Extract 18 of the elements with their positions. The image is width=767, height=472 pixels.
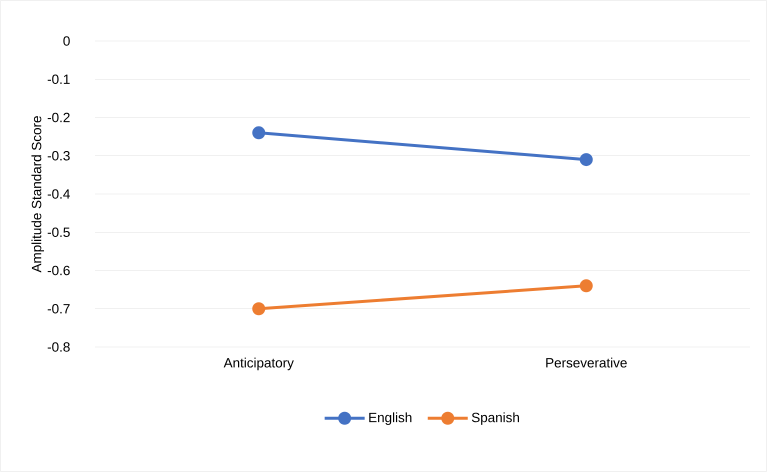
y-tick-label: 0 xyxy=(63,36,70,46)
legend-label: Spanish xyxy=(472,412,519,425)
point xyxy=(252,126,266,140)
y-tick-label: -0.5 xyxy=(48,227,70,238)
y-tick-label: -0.8 xyxy=(48,342,70,352)
point xyxy=(580,279,593,292)
y-tick-label: -0.1 xyxy=(48,74,70,84)
x-tick-label: Perseverative xyxy=(546,358,627,368)
y-tick-label: -0.3 xyxy=(48,150,70,161)
y-tick-label: -0.4 xyxy=(48,189,70,199)
y-tick-label: -0.2 xyxy=(48,112,70,122)
point xyxy=(580,153,593,166)
y-tick-label: -0.6 xyxy=(48,266,70,276)
legend-label: English xyxy=(369,412,412,425)
y-axis-title: Amplitude Standard Score xyxy=(31,116,44,272)
point xyxy=(252,302,266,316)
x-tick-label: Anticipatory xyxy=(224,358,294,370)
y-tick-label: -0.7 xyxy=(48,304,70,314)
